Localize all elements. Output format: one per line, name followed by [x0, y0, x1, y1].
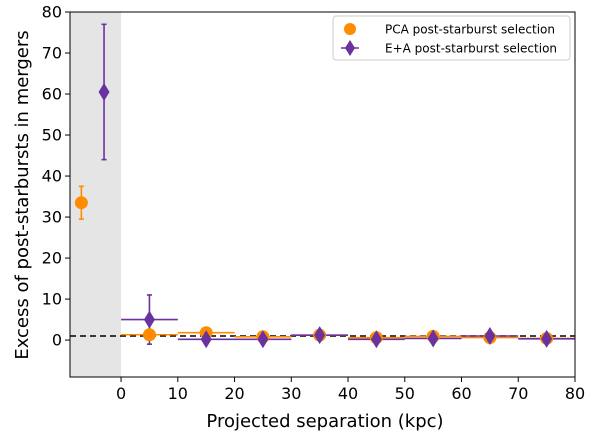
y-tick-label: 10 [42, 290, 62, 309]
x-tick-label: 40 [338, 384, 358, 403]
y-axis-title: Excess of post-starbursts in mergers [12, 30, 33, 359]
data-point-ea [427, 329, 439, 348]
data-point-ea [541, 329, 553, 348]
legend-box [332, 15, 571, 61]
x-tick-label: 0 [116, 384, 126, 403]
x-tick-label: 50 [395, 384, 415, 403]
x-tick-label: 70 [508, 384, 528, 403]
data-point-pca [74, 196, 88, 210]
data-point-ea [98, 82, 110, 101]
y-tick-label: 20 [42, 249, 62, 268]
legend-label: E+A post-starburst selection [385, 42, 557, 56]
y-tick-label: 80 [42, 3, 62, 22]
y-tick-label: 60 [42, 85, 62, 104]
y-tick-label: 0 [52, 331, 62, 350]
data-point-ea [370, 330, 382, 349]
x-tick-label: 20 [224, 384, 244, 403]
data-point-ea [200, 330, 212, 349]
shaded-region [70, 12, 122, 377]
y-tick-label: 40 [42, 167, 62, 186]
data-point-ea [257, 330, 269, 349]
data-point-ea [314, 326, 326, 345]
legend: PCA post-starburst selection E+A post-sta… [332, 15, 571, 61]
data-point-ea [143, 310, 155, 329]
y-tick-label: 30 [42, 208, 62, 227]
x-axis-title: Projected separation (kpc) [206, 411, 443, 432]
x-tick-label: 30 [281, 384, 301, 403]
legend-label: PCA post-starburst selection [385, 23, 555, 37]
y-tick-label: 50 [42, 126, 62, 145]
data-point-ea [484, 326, 496, 345]
x-tick-label: 80 [565, 384, 585, 403]
plot-frame [69, 11, 576, 378]
legend-marker-pca [344, 23, 356, 35]
x-tick-label: 10 [168, 384, 188, 403]
data-point-pca [142, 328, 156, 342]
x-tick-label: 60 [451, 384, 471, 403]
legend-marker-ea [345, 40, 355, 56]
y-tick-label: 70 [42, 44, 62, 63]
